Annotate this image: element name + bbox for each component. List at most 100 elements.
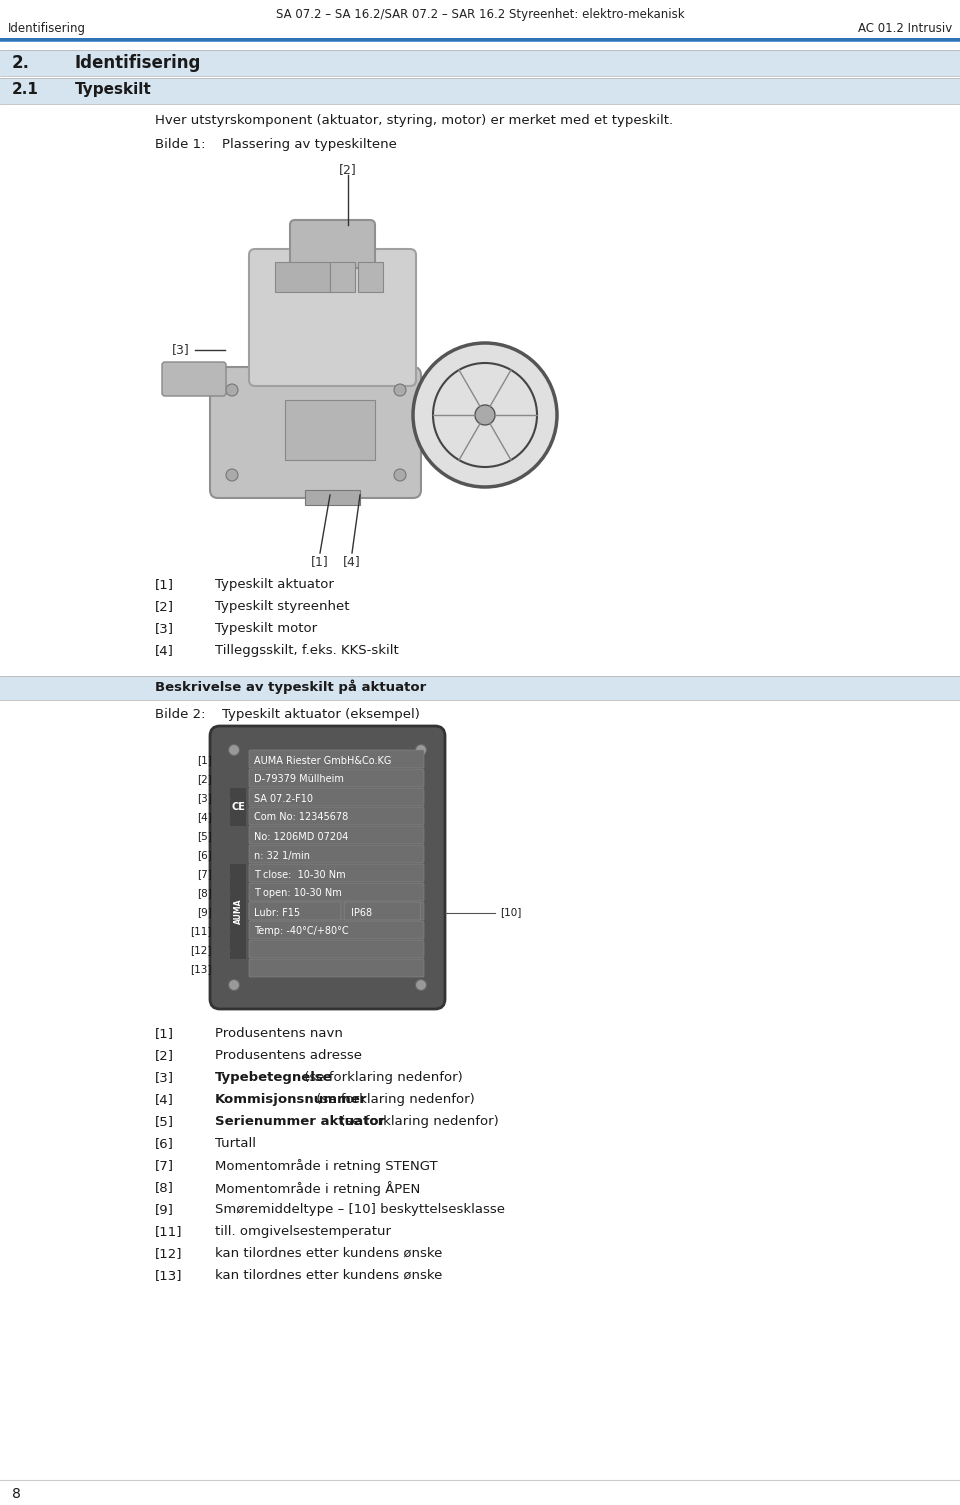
Text: Typeskilt: Typeskilt	[75, 81, 152, 96]
Text: CE: CE	[231, 802, 245, 813]
FancyBboxPatch shape	[210, 367, 421, 498]
Text: [12]: [12]	[155, 1248, 182, 1260]
Bar	[305, 491, 360, 506]
Text: Typeskilt styreenhet: Typeskilt styreenhet	[215, 600, 349, 613]
Text: [3]: [3]	[155, 622, 174, 635]
Text: [4]: [4]	[155, 644, 174, 658]
Text: Bilde 1:: Bilde 1:	[155, 138, 205, 151]
Text: AUMA Riester GmbH&Co.KG: AUMA Riester GmbH&Co.KG	[254, 756, 392, 766]
Circle shape	[394, 384, 406, 396]
Text: [13]: [13]	[155, 1269, 182, 1282]
Text: (se forklaring nedenfor): (se forklaring nedenfor)	[336, 1115, 499, 1129]
Text: (se forklaring nedenfor): (se forklaring nedenfor)	[312, 1093, 474, 1106]
Text: 2.: 2.	[12, 54, 30, 72]
Text: [12]: [12]	[190, 945, 212, 956]
Text: Tilleggsskilt, f.eks. KKS-skilt: Tilleggsskilt, f.eks. KKS-skilt	[215, 644, 398, 658]
Text: Produsentens adresse: Produsentens adresse	[215, 1049, 362, 1063]
Text: [7]: [7]	[197, 870, 212, 879]
Text: [4]: [4]	[197, 813, 212, 823]
Text: Identifisering: Identifisering	[8, 23, 86, 35]
Circle shape	[226, 470, 238, 482]
FancyBboxPatch shape	[249, 769, 424, 787]
Text: IP68: IP68	[350, 908, 372, 918]
Text: Identifisering: Identifisering	[75, 54, 202, 72]
FancyBboxPatch shape	[249, 749, 424, 768]
Text: Typeskilt motor: Typeskilt motor	[215, 622, 317, 635]
FancyBboxPatch shape	[249, 864, 424, 882]
FancyBboxPatch shape	[249, 807, 424, 825]
Text: [3]: [3]	[197, 793, 212, 804]
Text: Temp: -40°C/+80°C: Temp: -40°C/+80°C	[254, 927, 348, 936]
Text: Momentområde i retning ÅPEN: Momentområde i retning ÅPEN	[215, 1181, 420, 1196]
Text: AC 01.2 Intrusiv: AC 01.2 Intrusiv	[857, 23, 952, 35]
FancyBboxPatch shape	[249, 883, 424, 901]
Text: No: 1206MD 07204: No: 1206MD 07204	[254, 831, 348, 841]
Bar	[285, 400, 375, 461]
Text: [8]: [8]	[197, 888, 212, 898]
Text: [9]: [9]	[197, 908, 212, 918]
Text: [1]: [1]	[155, 1026, 174, 1040]
Text: T close:  10-30 Nm: T close: 10-30 Nm	[254, 870, 346, 879]
Text: [11]: [11]	[155, 1225, 182, 1239]
Bar	[0, 78, 960, 104]
Text: 2.1: 2.1	[12, 81, 38, 96]
Bar	[155, 158, 560, 567]
Text: T open: 10-30 Nm: T open: 10-30 Nm	[254, 888, 342, 898]
Text: Momentområde i retning STENGT: Momentområde i retning STENGT	[215, 1159, 438, 1172]
FancyBboxPatch shape	[249, 959, 424, 977]
Text: D-79379 Müllheim: D-79379 Müllheim	[254, 775, 344, 784]
Text: [2]: [2]	[339, 163, 357, 176]
Circle shape	[394, 470, 406, 482]
Circle shape	[416, 980, 426, 990]
Text: Lubr: F15: Lubr: F15	[254, 908, 300, 918]
Text: [11]: [11]	[190, 927, 212, 936]
FancyBboxPatch shape	[249, 941, 424, 959]
Bar	[0, 50, 960, 75]
Text: [2]: [2]	[197, 775, 212, 784]
Text: Bilde 2:: Bilde 2:	[155, 707, 205, 721]
Bar	[0, 676, 960, 700]
Text: Typeskilt aktuator: Typeskilt aktuator	[215, 578, 334, 591]
Text: [2]: [2]	[155, 600, 174, 613]
Text: Kommisjonsnummer: Kommisjonsnummer	[215, 1093, 368, 1106]
Bar	[275, 262, 330, 292]
Text: (se forklaring nedenfor): (se forklaring nedenfor)	[300, 1072, 463, 1084]
Text: kan tilordnes etter kundens ønske: kan tilordnes etter kundens ønske	[215, 1269, 443, 1282]
Bar	[330, 262, 355, 292]
Text: [6]: [6]	[155, 1136, 174, 1150]
Text: [3]: [3]	[172, 343, 190, 357]
Text: Smøremiddeltype – [10] beskyttelsesklasse: Smøremiddeltype – [10] beskyttelsesklass…	[215, 1202, 505, 1216]
Text: SA 07.2 – SA 16.2/SAR 07.2 – SAR 16.2 Styreenhet: elektro-mekanisk: SA 07.2 – SA 16.2/SAR 07.2 – SAR 16.2 St…	[276, 8, 684, 21]
Text: [4]: [4]	[343, 555, 361, 567]
Circle shape	[226, 384, 238, 396]
Circle shape	[475, 405, 495, 424]
Text: [5]: [5]	[155, 1115, 174, 1129]
Text: SA 07.2-F10: SA 07.2-F10	[254, 793, 313, 804]
Text: n: 32 1/min: n: 32 1/min	[254, 850, 310, 861]
FancyBboxPatch shape	[210, 725, 445, 1008]
FancyBboxPatch shape	[249, 901, 424, 920]
Bar	[230, 789, 246, 826]
Text: Typebetegnelse: Typebetegnelse	[215, 1072, 333, 1084]
Text: Plassering av typeskiltene: Plassering av typeskiltene	[222, 138, 396, 151]
FancyBboxPatch shape	[344, 901, 420, 920]
Bar	[230, 864, 246, 959]
Text: [13]: [13]	[190, 965, 212, 975]
Text: Produsentens navn: Produsentens navn	[215, 1026, 343, 1040]
Text: kan tilordnes etter kundens ønske: kan tilordnes etter kundens ønske	[215, 1248, 443, 1260]
Circle shape	[413, 343, 557, 488]
Circle shape	[416, 745, 426, 756]
FancyBboxPatch shape	[249, 826, 424, 844]
Text: [2]: [2]	[155, 1049, 174, 1063]
Text: Typeskilt aktuator (eksempel): Typeskilt aktuator (eksempel)	[222, 707, 420, 721]
Text: [9]: [9]	[155, 1202, 174, 1216]
Text: [1]: [1]	[311, 555, 329, 567]
Text: [5]: [5]	[197, 831, 212, 841]
FancyBboxPatch shape	[162, 363, 226, 396]
Text: [1]: [1]	[197, 756, 212, 766]
Bar	[358, 262, 383, 292]
Text: [6]: [6]	[197, 850, 212, 861]
Text: [4]: [4]	[155, 1093, 174, 1106]
Text: 8: 8	[12, 1487, 21, 1500]
Text: [8]: [8]	[155, 1181, 174, 1193]
